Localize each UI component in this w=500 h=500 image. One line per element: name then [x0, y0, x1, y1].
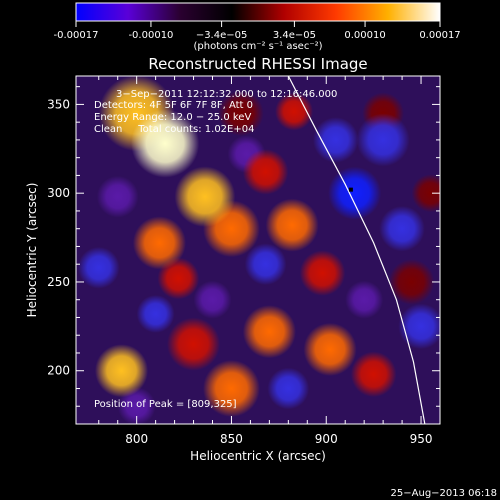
- emission-blob: [218, 90, 264, 137]
- negative-blob: [244, 243, 287, 286]
- emission-blob: [299, 250, 346, 296]
- negative-blob: [267, 367, 310, 410]
- negative-blob: [356, 113, 410, 167]
- colorbar-gradient: [76, 3, 440, 21]
- footer-date: 25−Aug−2013 06:18: [391, 488, 497, 499]
- y-tick-label: 200: [47, 364, 70, 378]
- colorbar-tick-label: −3.4e−05: [196, 30, 248, 41]
- annotation-counts: Clean Total counts: 1.02E+04: [94, 124, 254, 135]
- colorbar-tick-label: -0.00010: [128, 30, 173, 41]
- x-tick-label: 950: [410, 432, 433, 446]
- peak-position-label: Position of Peak = [809,325]: [94, 399, 237, 410]
- emission-blob: [132, 216, 186, 270]
- intensity-map: [77, 76, 440, 424]
- emission-blob: [242, 149, 289, 195]
- annotation-time: 3−Sep−2011 12:12:32.000 to 12:16:46.000: [116, 89, 337, 100]
- colorbar: -0.00017 -0.00010 −3.4e−05 3.4e−05 0.000…: [54, 2, 461, 52]
- negative-blob: [96, 175, 139, 218]
- y-tick-label: 350: [47, 97, 70, 111]
- emission-blob: [275, 92, 313, 131]
- colorbar-tick-label: -0.00017: [54, 30, 99, 41]
- annotation-detectors: Detectors: 4F 5F 6F 7F 8F, Att 0: [94, 100, 253, 111]
- negative-blob: [136, 294, 175, 333]
- emission-blob: [388, 259, 435, 305]
- negative-blob: [77, 246, 120, 289]
- plot-area: [75, 75, 441, 425]
- negative-blob: [379, 205, 425, 252]
- emission-blob: [167, 317, 221, 371]
- emission-blob: [303, 322, 357, 376]
- emission-blob: [350, 351, 397, 398]
- solar-limb-line: [287, 76, 426, 424]
- y-tick-label: 300: [47, 186, 70, 200]
- axis-ticks: [76, 76, 441, 424]
- x-tick-label: 850: [220, 432, 243, 446]
- negative-blob: [312, 117, 359, 163]
- x-tick-label: 800: [125, 432, 148, 446]
- plot-frame: [75, 75, 441, 425]
- emission-blob: [130, 109, 200, 178]
- chart-title: Reconstructed RHESSI Image: [148, 55, 367, 73]
- emission-blob: [203, 360, 260, 417]
- peak-marker: [348, 187, 353, 192]
- emission-blob: [265, 198, 319, 252]
- y-tick-label: 250: [47, 275, 70, 289]
- negative-blob: [328, 166, 382, 220]
- emission-blob: [242, 305, 296, 359]
- colorbar-unit-label: (photons cm⁻² s⁻¹ asec⁻²): [193, 41, 322, 52]
- colorbar-tick-label: 0.00017: [419, 30, 460, 41]
- negative-blob: [193, 280, 232, 319]
- colorbar-tick-label: 3.4e−05: [273, 30, 316, 41]
- emission-blob: [94, 344, 149, 398]
- y-axis-label: Heliocentric Y (arcsec): [25, 183, 39, 318]
- x-axis-label: Heliocentric X (arcsec): [190, 449, 326, 463]
- emission-blob: [411, 174, 440, 213]
- negative-blob: [345, 280, 384, 319]
- colorbar-frame: [75, 2, 441, 22]
- annotation-energy: Energy Range: 12.0 − 25.0 keV: [94, 112, 251, 123]
- colorbar-tick-label: 0.00010: [344, 30, 385, 41]
- emission-blob: [174, 166, 236, 228]
- colorbar-ticks: [75, 21, 441, 27]
- negative-blob: [398, 303, 440, 350]
- x-tick-label: 900: [315, 432, 338, 446]
